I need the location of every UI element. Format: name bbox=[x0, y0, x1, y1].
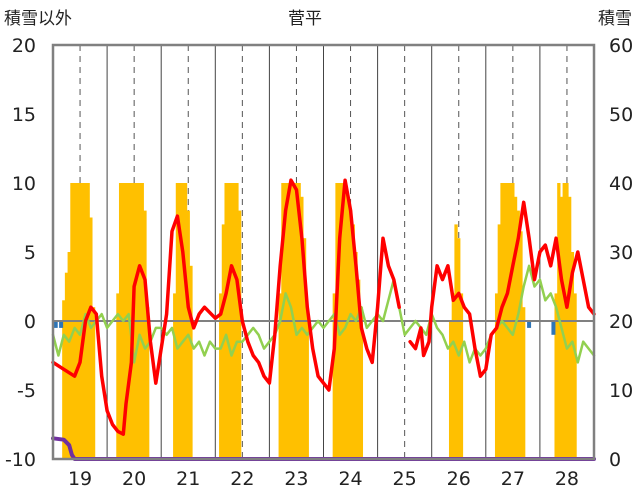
snow-bar bbox=[359, 307, 364, 459]
snow-bar bbox=[278, 293, 282, 459]
snow-bar bbox=[573, 293, 577, 459]
snow-bar bbox=[568, 196, 572, 460]
snow-bar bbox=[516, 210, 520, 459]
x-tick-label: 28 bbox=[555, 468, 579, 490]
series-line-red bbox=[51, 178, 596, 436]
snow-bar bbox=[67, 252, 71, 459]
snow-bar bbox=[451, 293, 455, 459]
x-tick-label: 23 bbox=[284, 468, 308, 490]
snow-bar bbox=[497, 224, 501, 459]
snow-bar bbox=[173, 293, 177, 459]
x-tick-label: 21 bbox=[176, 468, 200, 490]
snow-bar bbox=[448, 321, 453, 459]
right-tick-label: 10 bbox=[609, 380, 633, 402]
precip-bar bbox=[551, 321, 556, 335]
snow-bar bbox=[332, 293, 336, 459]
x-tick-label: 27 bbox=[501, 468, 525, 490]
left-tick-label: 5 bbox=[24, 242, 36, 264]
snow-bar bbox=[143, 210, 147, 459]
snow-bar bbox=[351, 224, 355, 459]
left-tick-label: 0 bbox=[24, 311, 36, 333]
snow-bar bbox=[64, 272, 69, 459]
right-tick-label: 0 bbox=[609, 449, 621, 471]
left-tick-label: -5 bbox=[17, 380, 36, 402]
x-tick-label: 19 bbox=[68, 468, 92, 490]
x-tick-label: 20 bbox=[122, 468, 146, 490]
snow-bar bbox=[459, 293, 464, 459]
snow-bar bbox=[519, 231, 523, 459]
snow-bar bbox=[91, 307, 96, 459]
snow-bar bbox=[189, 265, 193, 459]
chart-title: 菅平 bbox=[288, 9, 322, 29]
x-tick-label: 22 bbox=[230, 468, 254, 490]
snow-bar bbox=[237, 210, 242, 459]
snow-bar bbox=[570, 252, 575, 459]
left-tick-label: 10 bbox=[12, 173, 36, 195]
snow-bar bbox=[62, 300, 66, 459]
series-lines bbox=[51, 178, 596, 461]
precip-bar bbox=[53, 321, 58, 328]
x-tick-label: 24 bbox=[338, 468, 362, 490]
snow-bar bbox=[89, 217, 93, 459]
precip-bar bbox=[59, 321, 64, 328]
snow-bar bbox=[346, 196, 350, 460]
precip-bar bbox=[527, 321, 532, 328]
left-tick-label: -10 bbox=[5, 449, 36, 471]
snow-bar bbox=[454, 224, 458, 459]
snow-bar bbox=[354, 252, 358, 459]
snow-bar bbox=[457, 238, 461, 459]
snow-bar bbox=[116, 293, 120, 459]
snow-bar bbox=[146, 307, 150, 459]
x-tick-label: 26 bbox=[447, 468, 471, 490]
right-tick-label: 30 bbox=[609, 242, 633, 264]
snow-bar bbox=[357, 279, 361, 459]
right-tick-label: 60 bbox=[609, 35, 633, 57]
snow-bar bbox=[554, 293, 558, 459]
snow-bar bbox=[219, 293, 223, 459]
grid-lines bbox=[79, 45, 568, 459]
series-line-green bbox=[51, 264, 596, 364]
right-tick-label: 50 bbox=[609, 104, 633, 126]
left-tick-label: 20 bbox=[12, 35, 36, 57]
right-axis-label: 積雪 bbox=[598, 9, 632, 29]
right-tick-label: 40 bbox=[609, 173, 633, 195]
left-tick-label: 15 bbox=[12, 104, 36, 126]
snow-bar bbox=[305, 307, 309, 459]
snow-bar bbox=[302, 238, 307, 459]
left-axis-label: 積雪以外 bbox=[4, 9, 72, 29]
snow-bar bbox=[522, 307, 526, 459]
precip-bars bbox=[53, 321, 556, 335]
x-tick-label: 25 bbox=[393, 468, 417, 490]
snow-bar bbox=[494, 293, 499, 459]
right-tick-label: 20 bbox=[609, 311, 633, 333]
snow-bar bbox=[348, 210, 353, 459]
plot-frame bbox=[51, 43, 596, 461]
